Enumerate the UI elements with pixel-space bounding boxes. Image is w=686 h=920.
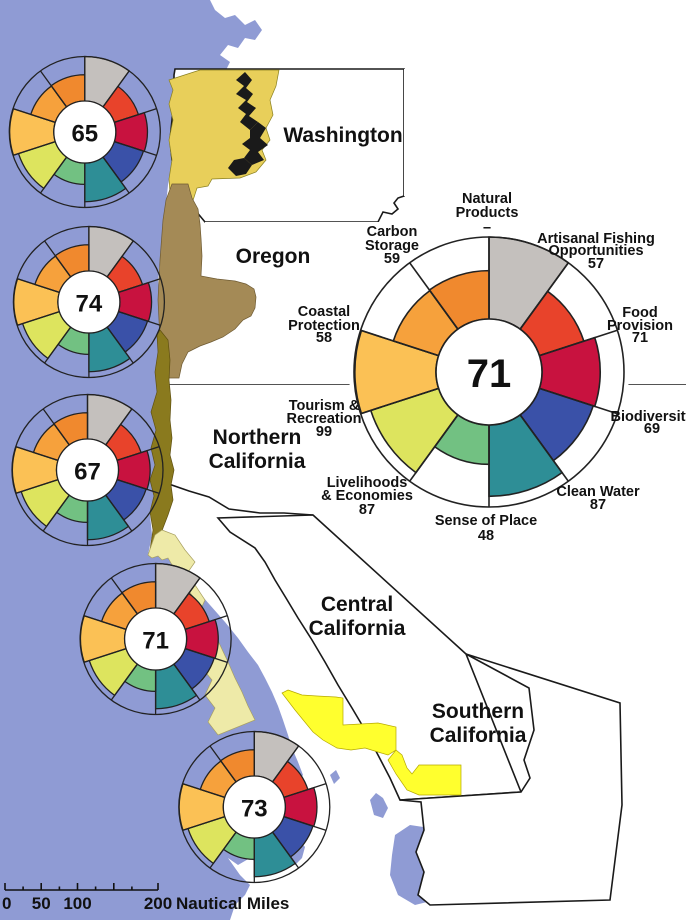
svg-text:California: California [430, 724, 527, 747]
svg-text:Oregon: Oregon [236, 245, 311, 268]
svg-text:71: 71 [467, 352, 512, 396]
svg-text:65: 65 [71, 121, 98, 148]
svg-text:Products: Products [456, 205, 519, 221]
svg-text:58: 58 [316, 330, 332, 346]
svg-text:Washington: Washington [283, 124, 402, 147]
svg-text:California: California [309, 617, 406, 640]
svg-text:–: – [483, 220, 491, 236]
svg-text:59: 59 [384, 251, 400, 267]
svg-text:Nautical Miles: Nautical Miles [176, 894, 289, 913]
svg-text:Sense of Place: Sense of Place [435, 513, 537, 529]
svg-text:100: 100 [63, 894, 91, 913]
svg-text:200: 200 [144, 894, 172, 913]
svg-text:69: 69 [644, 421, 660, 437]
svg-text:71: 71 [632, 330, 648, 346]
svg-text:0: 0 [2, 894, 11, 913]
svg-text:48: 48 [478, 528, 494, 544]
svg-text:99: 99 [316, 424, 332, 440]
svg-text:California: California [209, 450, 306, 473]
svg-text:87: 87 [359, 502, 375, 518]
svg-text:71: 71 [142, 628, 169, 655]
svg-text:Central: Central [321, 593, 393, 616]
svg-text:Northern: Northern [213, 426, 302, 449]
svg-text:73: 73 [241, 796, 268, 823]
svg-text:74: 74 [76, 291, 103, 318]
svg-text:50: 50 [32, 894, 51, 913]
svg-text:67: 67 [74, 459, 101, 486]
svg-text:57: 57 [588, 256, 604, 272]
svg-text:87: 87 [590, 497, 606, 513]
svg-text:Southern: Southern [432, 700, 524, 723]
